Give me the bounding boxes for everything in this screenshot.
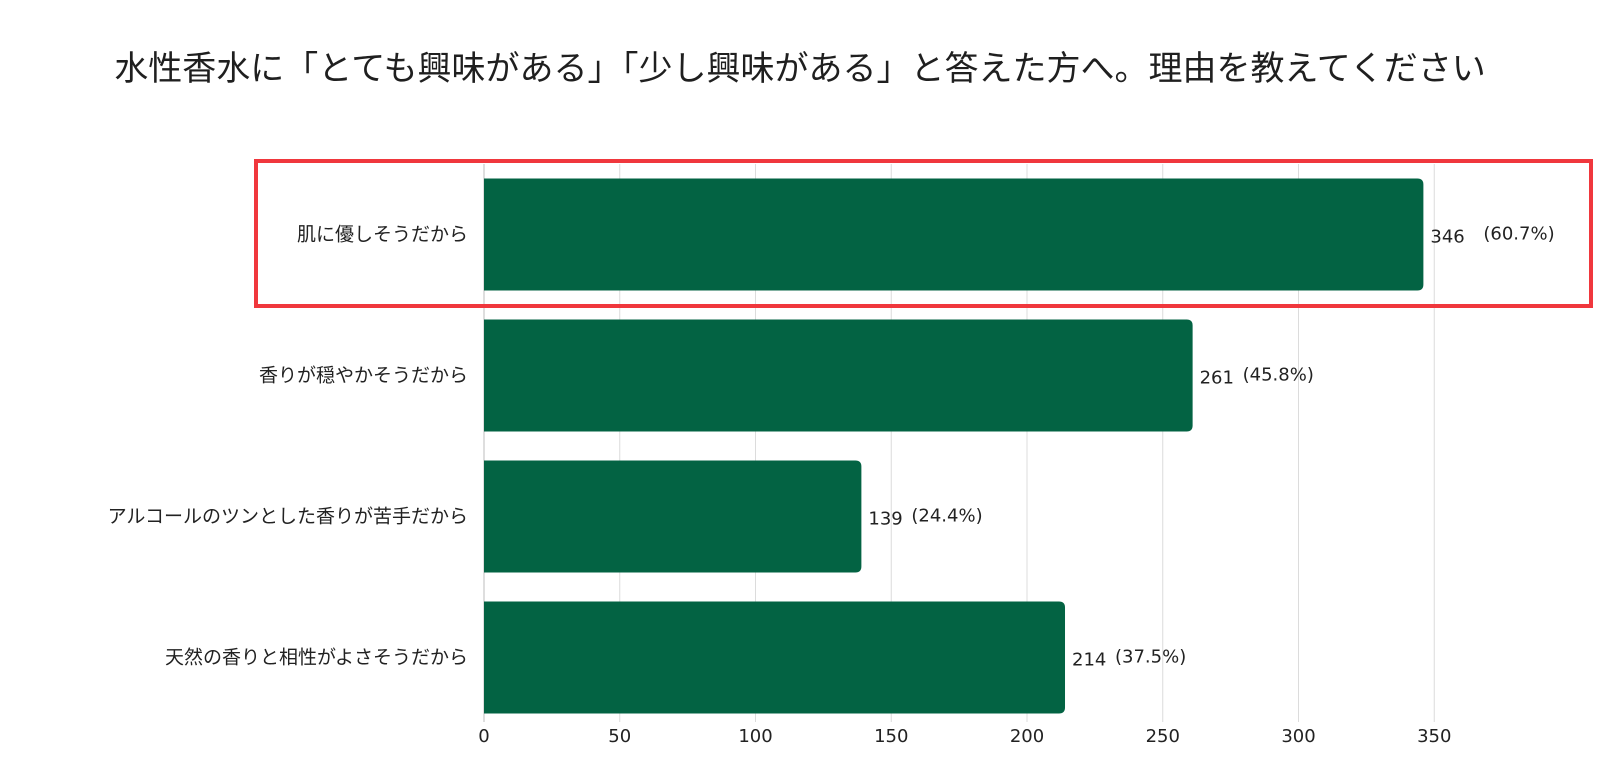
- value-label: 214: [1072, 650, 1106, 671]
- percent-label: (45.8%): [1243, 365, 1314, 386]
- percent-label: (24.4%): [911, 506, 982, 527]
- value-label: 346: [1430, 227, 1464, 248]
- labels: 0 50 100 150 200 250 300 350 肌に優しそうだから 346 (60.7%)…: [108, 224, 1555, 748]
- category-label: 天然の香りと相性がよさそうだから: [165, 647, 468, 669]
- percent-label: (60.7%): [1483, 224, 1554, 245]
- category-label: 香りが穏やかそうだから: [259, 365, 468, 387]
- value-label: 261: [1200, 368, 1234, 389]
- x-tick-label: 100: [738, 726, 772, 747]
- x-tick-label: 250: [1146, 726, 1180, 747]
- category-label: アルコールのツンとした香りが苦手だから: [108, 506, 468, 528]
- x-tick-label: 150: [874, 726, 908, 747]
- bars: [484, 178, 1424, 714]
- x-tick-label: 350: [1417, 726, 1451, 747]
- bar: [484, 460, 862, 573]
- x-tick-label: 50: [608, 726, 631, 747]
- x-tick-label: 300: [1281, 726, 1315, 747]
- x-tick-label: 0: [478, 726, 489, 747]
- value-label: 139: [868, 509, 902, 530]
- bar: [484, 319, 1193, 432]
- percent-label: (37.5%): [1115, 647, 1186, 668]
- category-label: 肌に優しそうだから: [297, 224, 468, 246]
- x-tick-label: 200: [1010, 726, 1044, 747]
- highlight-box: [254, 159, 1593, 308]
- bar: [484, 601, 1066, 714]
- bar: [484, 178, 1424, 291]
- chart-title: 水性香水に「とても興味がある」「少し興味がある」と答えた方へ。理由を教えてくださ…: [114, 49, 1486, 89]
- highlight-layer: [254, 159, 1593, 308]
